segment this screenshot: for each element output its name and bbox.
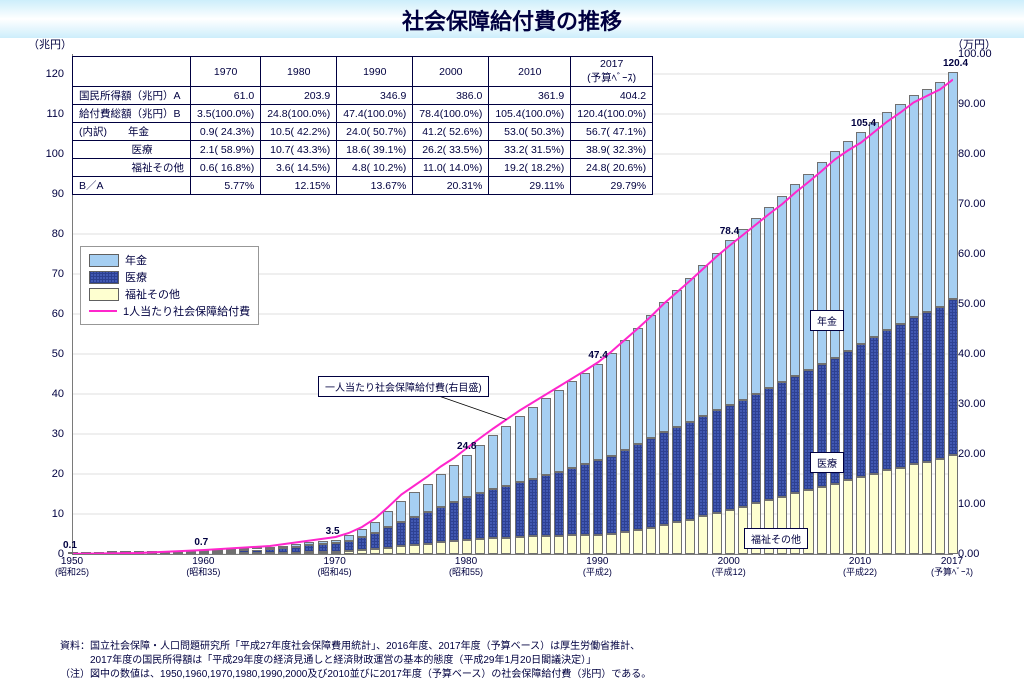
category-box-medical: 医療 — [810, 452, 844, 473]
legend-label-line: 1人当たり社会保障給付費 — [123, 303, 250, 319]
x-axis-labels: 1950(昭和25)1960(昭和35)1970(昭和45)1980(昭和55)… — [72, 556, 952, 586]
legend-swatch-welfare — [89, 288, 119, 301]
legend-item-welfare: 福祉その他 — [89, 286, 250, 302]
legend-item-pension: 年金 — [89, 252, 250, 268]
footnotes: 資料：国立社会保障・人口問題研究所「平成27年度社会保障費用統計」、2016年度… — [60, 640, 651, 682]
footnote-1: 資料：国立社会保障・人口問題研究所「平成27年度社会保障費用統計」、2016年度… — [60, 640, 651, 654]
left-y-unit: （兆円） — [28, 36, 72, 52]
legend: 年金 医療 福祉その他 1人当たり社会保障給付費 — [80, 246, 259, 325]
legend-label-pension: 年金 — [125, 252, 147, 268]
right-y-ticks: 0.0010.0020.0030.0040.0050.0060.0070.008… — [954, 54, 996, 554]
category-box-welfare: 福祉その他 — [744, 528, 808, 549]
per-capita-callout: 一人当たり社会保障給付費(右目盛) — [318, 376, 489, 397]
legend-item-medical: 医療 — [89, 269, 250, 285]
legend-label-welfare: 福祉その他 — [125, 286, 180, 302]
legend-label-medical: 医療 — [125, 269, 147, 285]
chart-title: 社会保障給付費の推移 — [0, 0, 1024, 38]
left-y-ticks: 0102030405060708090100110120 — [28, 54, 68, 554]
legend-swatch-medical — [89, 271, 119, 284]
legend-swatch-line — [89, 310, 117, 312]
footnote-2: 2017年度の国民所得額は「平成29年度の経済見通しと経済財政運営の基本的態度（… — [60, 654, 651, 668]
summary-table: 197019801990200020102017(予算ﾍﾞｰｽ)国民所得額（兆円… — [72, 56, 653, 195]
legend-item-line: 1人当たり社会保障給付費 — [89, 303, 250, 319]
footnote-3: （注）図中の数値は、1950,1960,1970,1980,1990,2000及… — [60, 668, 651, 682]
category-box-pension: 年金 — [810, 310, 844, 331]
legend-swatch-pension — [89, 254, 119, 267]
